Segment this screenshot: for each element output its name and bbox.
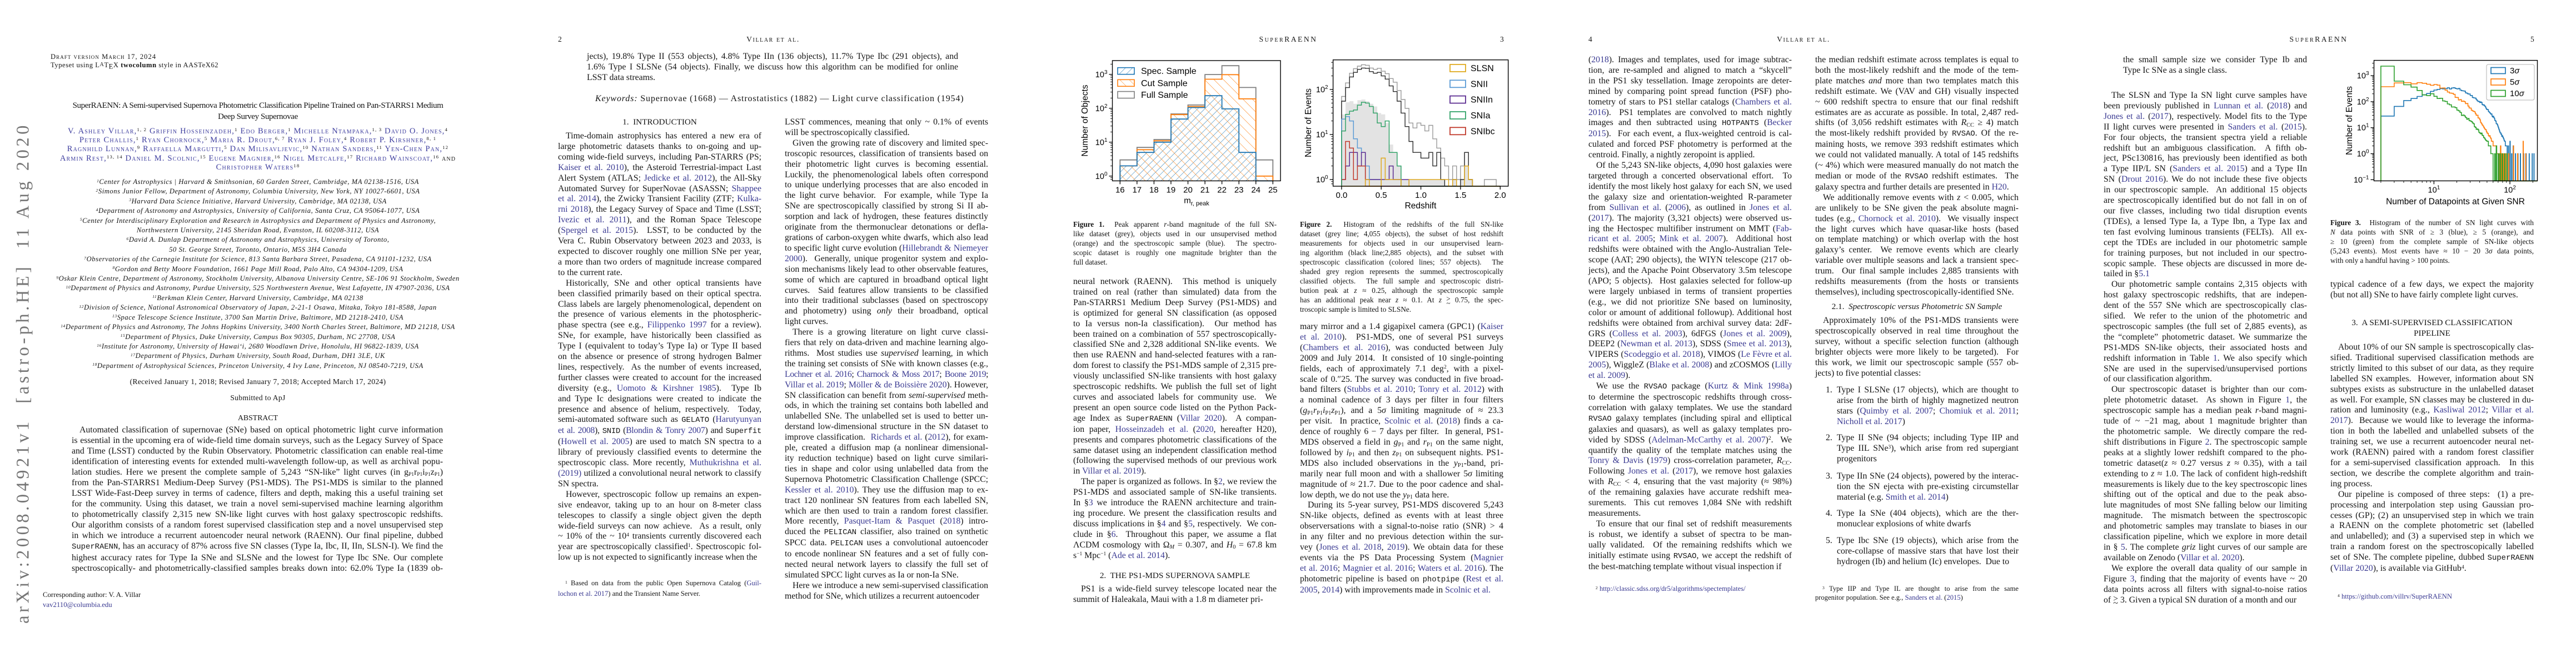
svg-text:25: 25 — [1268, 185, 1278, 195]
svg-text:23: 23 — [1234, 185, 1244, 195]
svg-text:SNIbc: SNIbc — [1471, 127, 1495, 136]
svg-text:10−1: 10−1 — [2354, 175, 2369, 185]
svg-text:102: 102 — [2357, 97, 2369, 107]
svg-text:Number of Objects: Number of Objects — [1080, 84, 1090, 156]
svg-text:Number of Events: Number of Events — [2345, 86, 2354, 155]
svg-text:17: 17 — [1132, 185, 1142, 195]
svg-text:103: 103 — [2357, 71, 2369, 81]
svg-text:24: 24 — [1251, 185, 1260, 195]
svg-text:101: 101 — [2428, 185, 2440, 195]
svg-text:0.0: 0.0 — [1336, 191, 1347, 200]
svg-text:101: 101 — [2357, 123, 2369, 133]
svg-text:SNII: SNII — [1471, 79, 1488, 89]
svg-text:Cut Sample: Cut Sample — [1141, 79, 1188, 88]
svg-text:1.5: 1.5 — [1454, 191, 1466, 200]
svg-text:2.0: 2.0 — [1494, 191, 1506, 200]
svg-text:SLSN: SLSN — [1471, 64, 1494, 73]
svg-text:102: 102 — [2504, 185, 2516, 195]
svg-text:1.0: 1.0 — [1415, 191, 1427, 200]
svg-text:19: 19 — [1167, 185, 1176, 195]
svg-text:5σ: 5σ — [2510, 78, 2520, 87]
svg-text:Number of Datapoints at Given: Number of Datapoints at Given SNR — [2386, 197, 2525, 206]
svg-text:22: 22 — [1217, 185, 1227, 195]
svg-text:SNIa: SNIa — [1471, 111, 1491, 121]
svg-text:Redshift: Redshift — [1405, 201, 1437, 211]
svg-text:100: 100 — [1316, 175, 1328, 185]
svg-text:Number of Events: Number of Events — [1304, 88, 1313, 157]
svg-text:20: 20 — [1183, 185, 1193, 195]
svg-text:Spec. Sample: Spec. Sample — [1141, 67, 1197, 76]
svg-text:101: 101 — [1316, 130, 1328, 140]
svg-text:SNIIn: SNIIn — [1471, 96, 1493, 105]
svg-text:21: 21 — [1200, 185, 1210, 195]
svg-text:18: 18 — [1149, 185, 1159, 195]
svg-text:102: 102 — [1316, 84, 1328, 94]
svg-text:100: 100 — [2357, 149, 2369, 159]
svg-text:0.5: 0.5 — [1376, 191, 1387, 200]
svg-text:Full Sample: Full Sample — [1141, 91, 1188, 100]
svg-text:10σ: 10σ — [2510, 89, 2525, 98]
svg-text:16: 16 — [1115, 185, 1125, 195]
svg-text:3σ: 3σ — [2510, 66, 2520, 76]
